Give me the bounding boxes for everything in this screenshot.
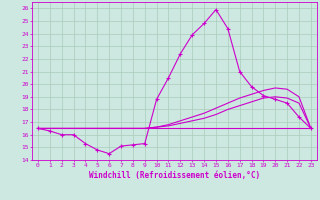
X-axis label: Windchill (Refroidissement éolien,°C): Windchill (Refroidissement éolien,°C) <box>89 171 260 180</box>
